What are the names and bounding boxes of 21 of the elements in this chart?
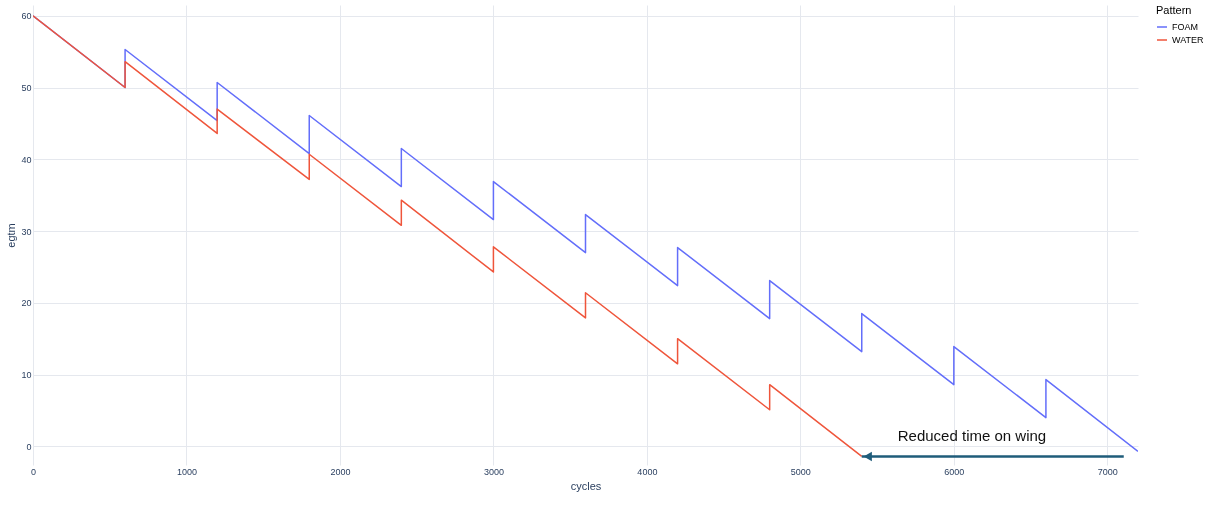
legend-title: Pattern <box>1156 4 1192 16</box>
y-tick-label: 50 <box>21 83 32 94</box>
y-tick-label: 10 <box>21 370 32 381</box>
x-axis-title: cycles <box>570 479 602 492</box>
annotation: Reduced time on wing <box>897 427 1047 445</box>
y-tick-label: 40 <box>21 154 32 165</box>
legend-label: WATER <box>1172 35 1204 45</box>
y-tick-label: 30 <box>21 226 32 237</box>
y-axis-title: egtm <box>5 223 18 248</box>
x-tick-label: 6000 <box>944 466 965 477</box>
x-tick-label: 1000 <box>176 466 197 477</box>
x-tick-label: 7000 <box>1097 466 1118 477</box>
x-tick-label: 2000 <box>330 466 351 477</box>
y-tick-label: 60 <box>21 11 32 22</box>
legend-label: FOAM <box>1172 22 1198 32</box>
x-tick-label: 3000 <box>483 466 504 477</box>
x-tick-label: 4000 <box>637 466 658 477</box>
line-series <box>33 15 863 458</box>
y-tick-label: 20 <box>21 298 32 309</box>
x-tick-label: 5000 <box>790 466 811 477</box>
y-tick-label: 0 <box>26 441 32 452</box>
